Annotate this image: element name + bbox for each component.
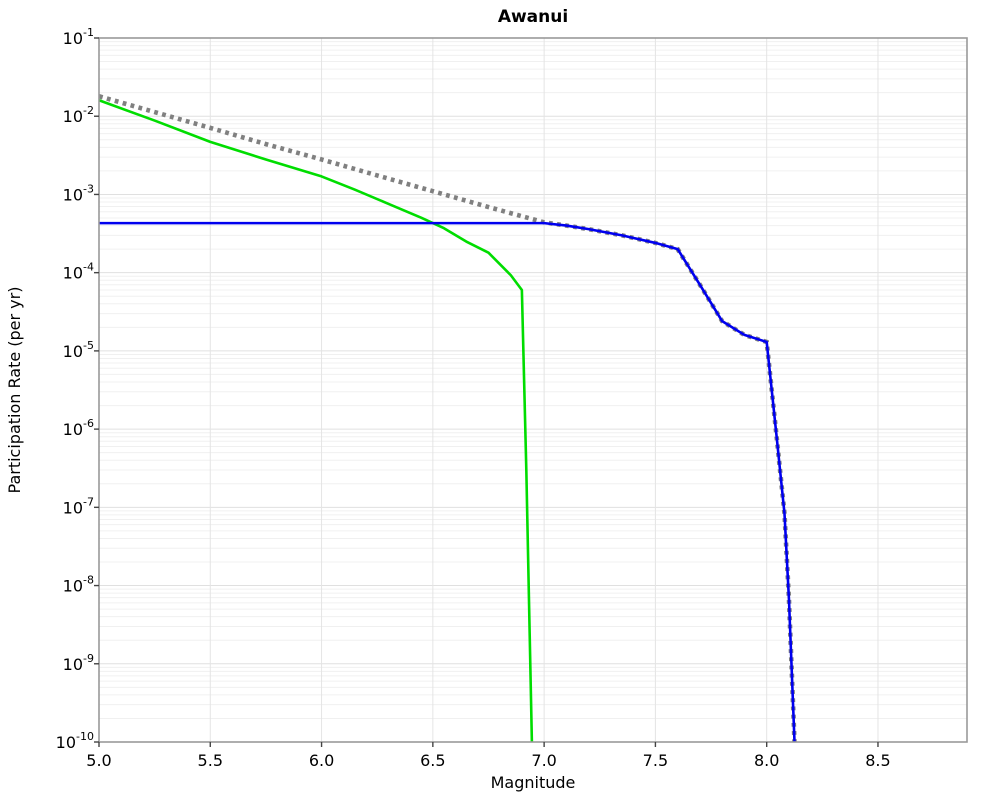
x-tick-label: 8.0	[754, 751, 779, 770]
x-tick-label: 6.5	[420, 751, 445, 770]
y-tick-label: 10-1	[63, 26, 94, 48]
y-tick-label: 10-7	[63, 495, 94, 517]
chart-title: Awanui	[498, 7, 568, 27]
x-tick-label: 5.5	[198, 751, 223, 770]
green-line	[98, 99, 534, 743]
y-tick-label: 10-8	[63, 574, 94, 596]
x-tick-label: 8.5	[865, 751, 890, 770]
y-tick-label: 10-4	[63, 261, 94, 283]
x-tick-label: 7.0	[531, 751, 556, 770]
y-tick-label: 10-6	[63, 417, 94, 439]
x-axis-label: Magnitude	[491, 773, 576, 792]
gridlines	[99, 37, 967, 743]
y-tick-label: 10-2	[63, 104, 94, 126]
y-tick-label: 10-5	[63, 339, 94, 361]
x-tick-label: 7.5	[643, 751, 668, 770]
gr-dotted-line	[98, 94, 797, 743]
axis-tick-labels: 5.0 5.5 6.0 6.5 7.0 7.5 8.0 8.5 10-1 10-2 10-3 10-4…	[56, 26, 891, 770]
data-series	[98, 94, 797, 743]
x-tick-label: 5.0	[86, 751, 111, 770]
y-tick-label: 10-9	[63, 652, 94, 674]
x-tick-label: 6.0	[309, 751, 334, 770]
y-axis-label: Participation Rate (per yr)	[5, 287, 24, 494]
blue-line	[99, 221, 796, 743]
y-tick-label: 10-3	[63, 182, 94, 204]
plot-frame	[98, 37, 968, 743]
y-tick-label: 10-10	[56, 730, 94, 752]
axis-ticks	[94, 37, 879, 747]
